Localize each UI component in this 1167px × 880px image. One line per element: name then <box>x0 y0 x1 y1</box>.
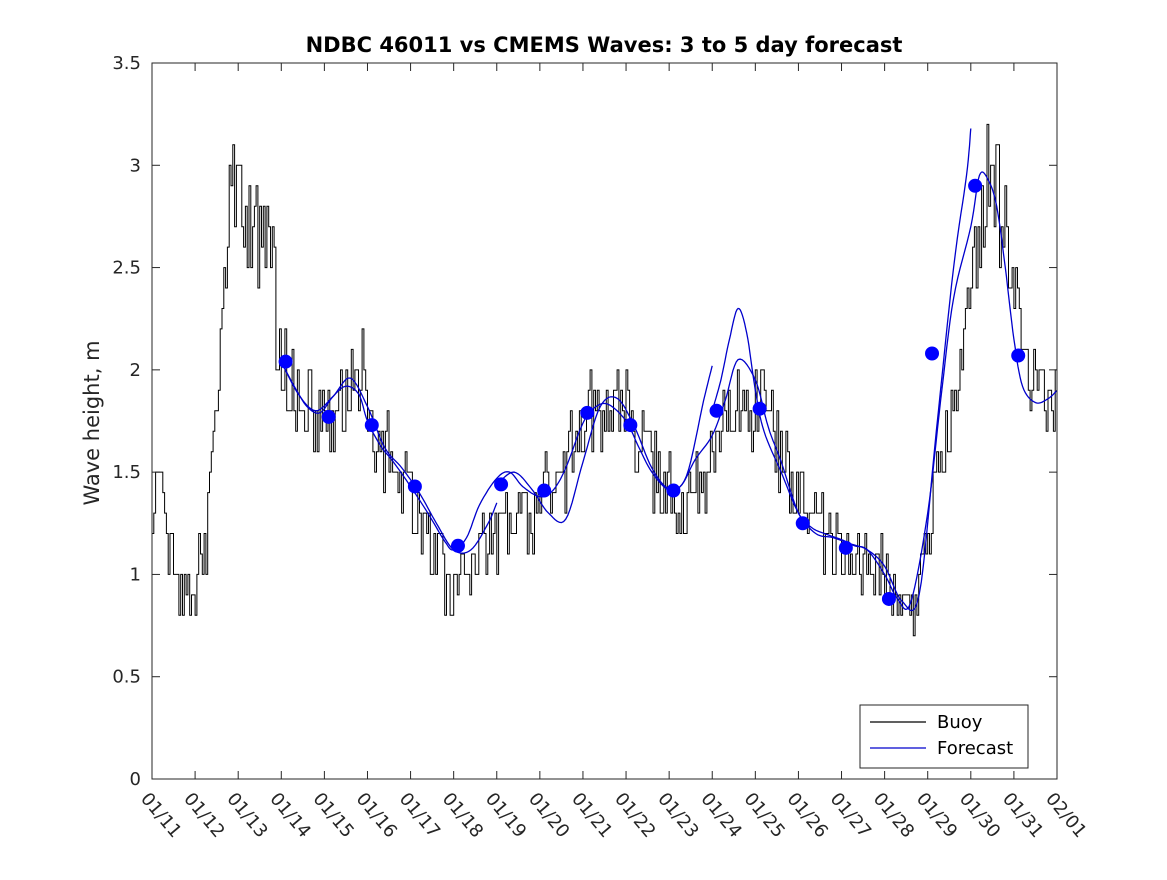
forecast-marker <box>838 540 853 555</box>
legend-box <box>859 704 1029 769</box>
forecast-marker <box>407 479 422 494</box>
forecast-marker <box>881 591 896 606</box>
chart-title: NDBC 46011 vs CMEMS Waves: 3 to 5 day fo… <box>306 33 903 57</box>
y-axis-label: Wave height, m <box>80 340 104 505</box>
y-tick-label: 3.5 <box>112 53 141 74</box>
forecast-marker <box>580 405 595 420</box>
legend-label: Buoy <box>937 712 983 733</box>
forecast-marker <box>925 346 940 361</box>
y-tick-label: 2.5 <box>112 258 141 279</box>
forecast-marker <box>752 401 767 416</box>
y-tick-label: 2 <box>130 360 141 381</box>
axes-box <box>151 62 1058 780</box>
series-forecast-run-c <box>496 365 713 524</box>
forecast-marker <box>709 403 724 418</box>
series-forecast-run-d <box>711 128 972 612</box>
forecast-marker <box>450 538 465 553</box>
series-forecast-run-b <box>280 361 498 554</box>
y-tick-label: 1 <box>130 564 141 585</box>
forecast-marker <box>666 483 681 498</box>
legend: Buoy Forecast <box>859 704 1029 769</box>
forecast-marker <box>968 178 983 193</box>
plot-area <box>152 123 1057 637</box>
forecast-marker <box>537 483 552 498</box>
forecast-marker <box>364 418 379 433</box>
legend-label: Forecast <box>937 738 1013 759</box>
y-tick-label: 0.5 <box>112 667 141 688</box>
y-tick-label: 0 <box>130 769 141 790</box>
forecast-marker <box>494 477 509 492</box>
forecast-marker <box>321 409 336 424</box>
forecast-marker <box>1011 348 1026 363</box>
series-forecast-samples <box>278 178 1026 606</box>
y-tick-label: 1.5 <box>112 462 141 483</box>
y-tick-label: 3 <box>130 155 141 176</box>
series-buoy <box>152 123 1057 637</box>
forecast-marker <box>278 354 293 369</box>
forecast-marker <box>623 418 638 433</box>
forecast-marker <box>795 516 810 531</box>
